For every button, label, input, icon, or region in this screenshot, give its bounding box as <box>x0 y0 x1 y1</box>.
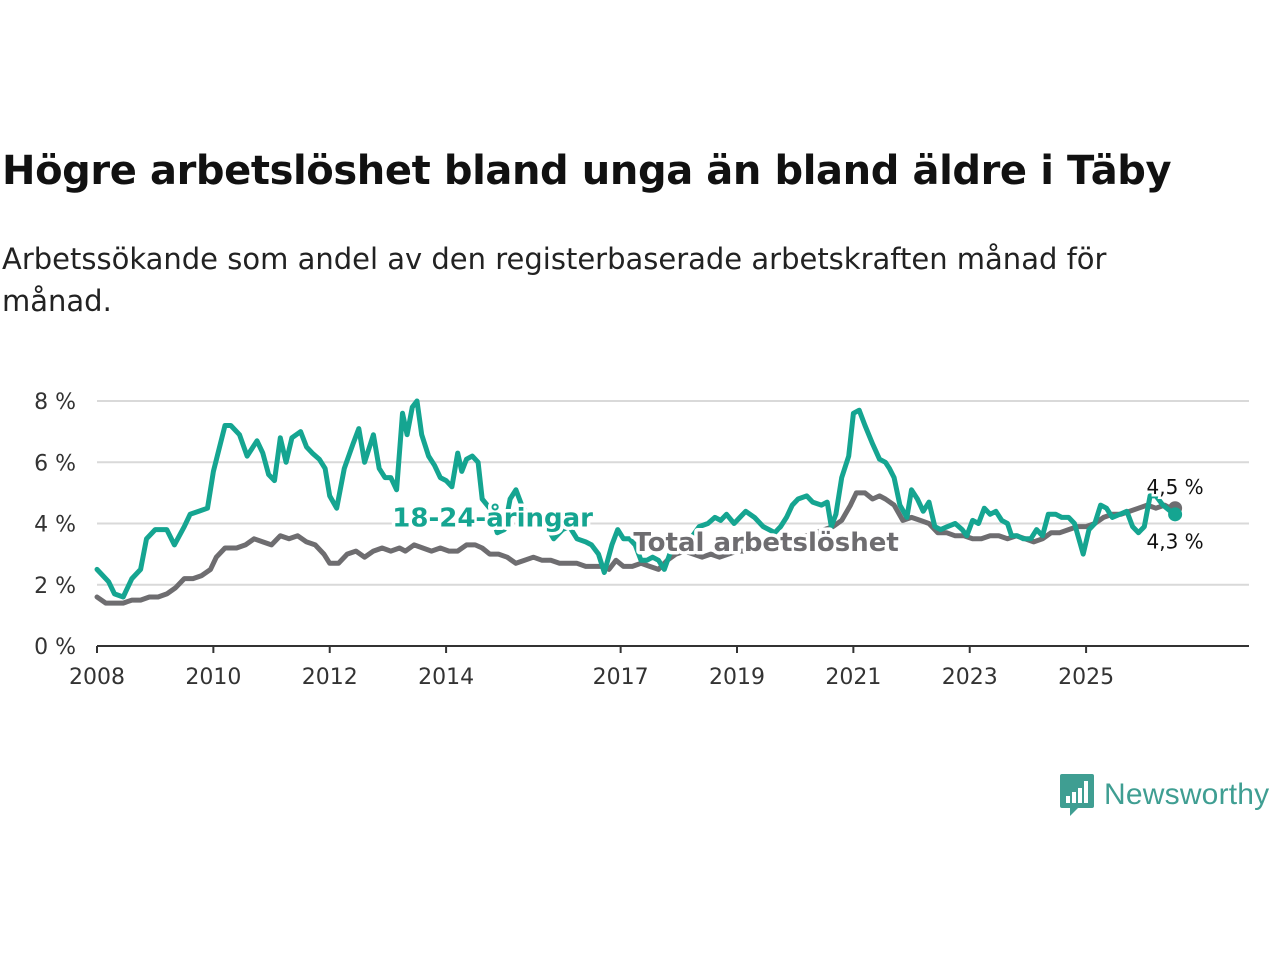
y-tick-label: 2 % <box>34 574 76 599</box>
x-tick-label: 2017 <box>593 665 649 690</box>
newsworthy-logo: Newsworthy <box>1058 772 1269 818</box>
chart-title: Högre arbetslöshet bland unga än bland ä… <box>2 148 1172 194</box>
series-label-total: Total arbetslöshet <box>633 528 898 558</box>
y-tick-label: 8 % <box>34 390 76 415</box>
series-label-youth: 18-24-åringar <box>392 501 593 533</box>
axes: 0 % 2 % 4 % 6 % 8 % 2008 2010 2012 2014 2017 2019 2… <box>34 390 1249 690</box>
y-tick-label: 0 % <box>34 635 76 660</box>
series-lines <box>94 398 1183 606</box>
x-tick-label: 2021 <box>825 665 881 690</box>
series-line-youth <box>94 398 1178 600</box>
x-tick-label: 2010 <box>185 665 241 690</box>
end-value-label-youth: 4,3 % <box>1147 529 1204 553</box>
line-chart: 0 % 2 % 4 % 6 % 8 % 2008 2010 2012 2014 2017 2019 2… <box>34 390 1249 690</box>
x-tick-label: 2023 <box>942 665 998 690</box>
series-line-total <box>94 490 1178 606</box>
x-tick-label: 2025 <box>1058 665 1114 690</box>
series-end-dot-youth <box>1168 507 1183 522</box>
x-tick-label: 2019 <box>709 665 765 690</box>
x-tick-label: 2012 <box>302 665 358 690</box>
bar-chart-icon <box>1060 774 1094 816</box>
x-tick-label: 2008 <box>69 665 125 690</box>
series-labels: 4,5 % 4,3 % 18-24-åringar Total arbetslöshe… <box>389 473 1206 562</box>
y-tick-label: 4 % <box>34 513 76 538</box>
gridlines <box>97 400 1249 586</box>
y-tick-label: 6 % <box>34 451 76 476</box>
brand-name: Newsworthy <box>1104 778 1270 811</box>
chart-subtitle: Arbetssökande som andel av den registerb… <box>2 242 1107 318</box>
end-value-label-total: 4,5 % <box>1147 475 1204 499</box>
x-tick-label: 2014 <box>418 665 474 690</box>
